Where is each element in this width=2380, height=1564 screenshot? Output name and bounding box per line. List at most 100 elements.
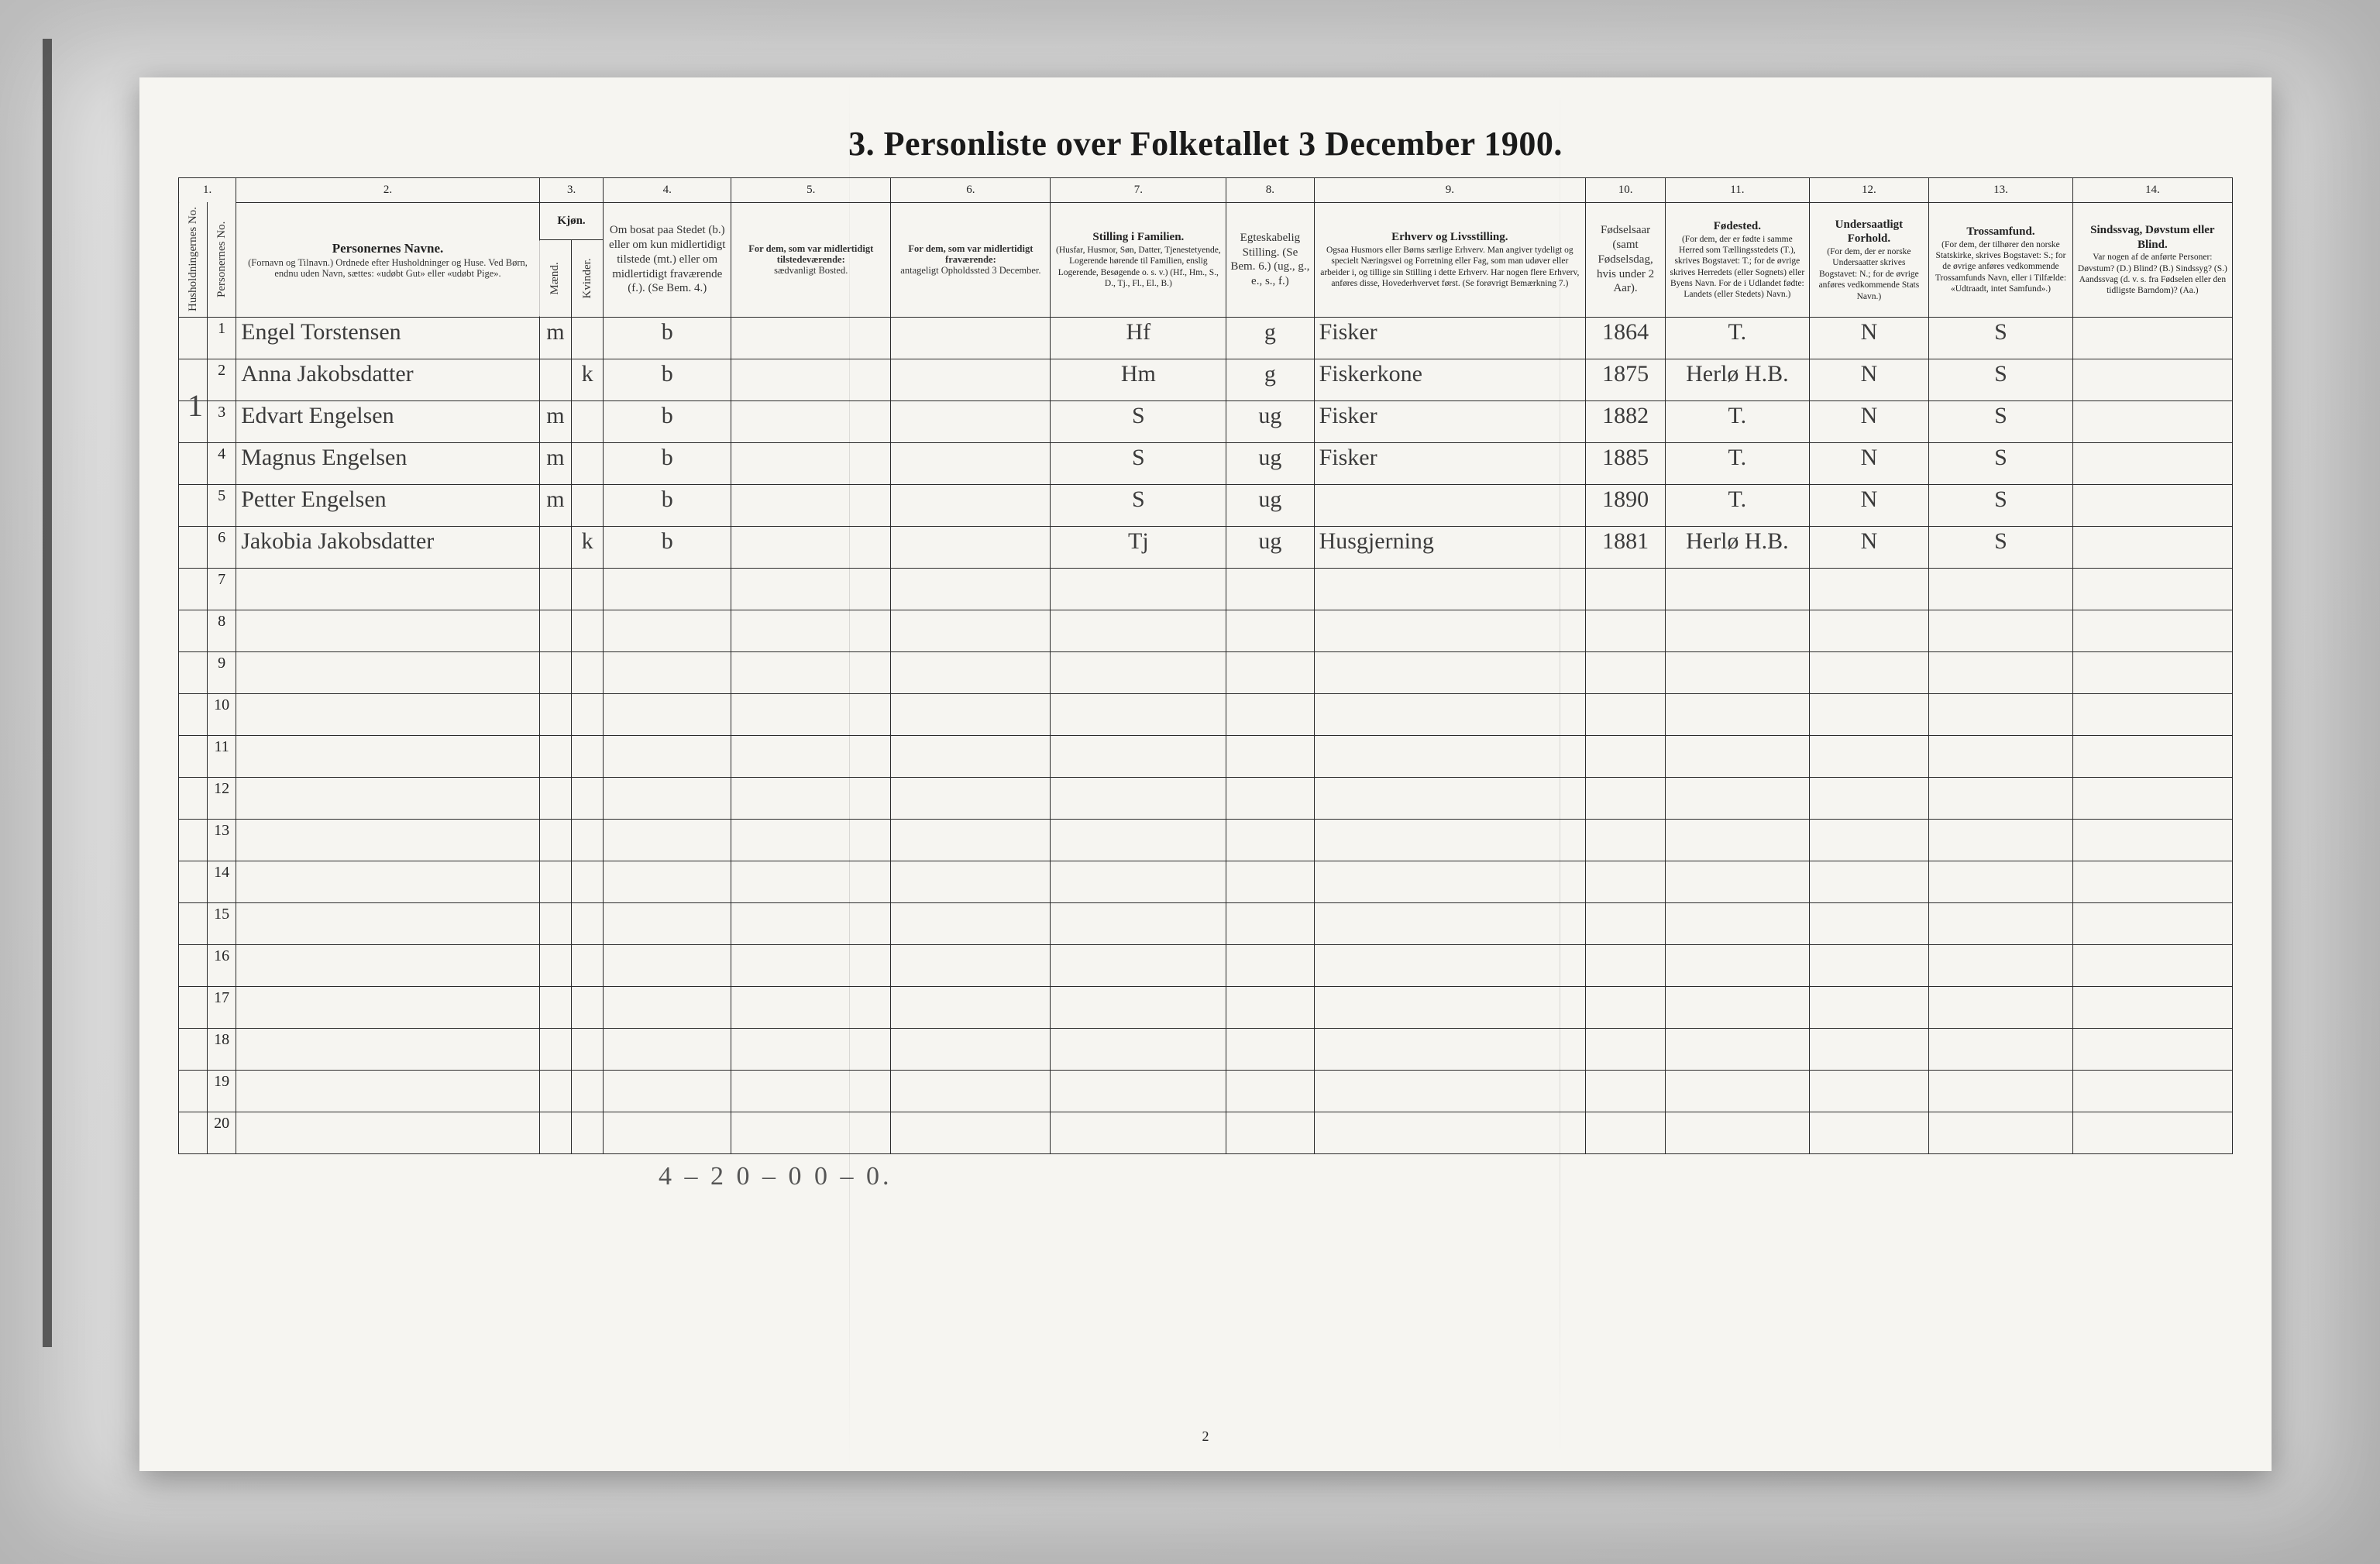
cell-empty bbox=[236, 651, 540, 693]
cell-empty bbox=[1586, 819, 1666, 861]
cell-empty bbox=[1314, 1112, 1585, 1153]
cell-hh bbox=[179, 1112, 208, 1153]
cell-sex-k bbox=[572, 442, 604, 484]
cell-empty bbox=[236, 735, 540, 777]
cell-religion: S bbox=[1929, 317, 2073, 359]
colnum-3: 3. bbox=[539, 178, 603, 203]
cell-empty bbox=[1226, 610, 1314, 651]
cell-sex-k bbox=[572, 400, 604, 442]
cell-empty bbox=[2072, 693, 2232, 735]
cell-empty bbox=[1226, 693, 1314, 735]
fold-line-left bbox=[849, 77, 850, 1471]
cell-empty bbox=[1314, 610, 1585, 651]
cell-empty bbox=[572, 693, 604, 735]
cell-birthyear: 1890 bbox=[1586, 484, 1666, 526]
hdr-family: Stilling i Familien. (Husfar, Husmor, Sø… bbox=[1051, 202, 1226, 317]
cell-empty bbox=[1666, 1028, 1810, 1070]
cell-empty bbox=[236, 1028, 540, 1070]
cell-residence: b bbox=[604, 359, 731, 400]
cell-empty bbox=[1666, 944, 1810, 986]
cell-hh bbox=[179, 944, 208, 986]
cell-empty bbox=[1666, 986, 1810, 1028]
cell-present bbox=[891, 359, 1051, 400]
table-row-empty: 12 bbox=[179, 777, 2233, 819]
table-row: 2Anna JakobsdatterkbHmgFiskerkone1875Her… bbox=[179, 359, 2233, 400]
cell-empty bbox=[604, 777, 731, 819]
cell-empty bbox=[1586, 902, 1666, 944]
cell-marital: g bbox=[1226, 359, 1314, 400]
page-number: 2 bbox=[1202, 1428, 1209, 1445]
cell-empty bbox=[604, 610, 731, 651]
cell-name: Jakobia Jakobsdatter bbox=[236, 526, 540, 568]
table-row-empty: 18 bbox=[179, 1028, 2233, 1070]
cell-empty bbox=[604, 1070, 731, 1112]
cell-sex-m bbox=[539, 526, 571, 568]
hdr-person-no: Personernes No. bbox=[208, 202, 236, 317]
table-row-empty: 15 bbox=[179, 902, 2233, 944]
cell-empty bbox=[1314, 986, 1585, 1028]
hdr-disability-sub: Var nogen af de anførte Personer: Døvstu… bbox=[2076, 252, 2229, 297]
cell-empty bbox=[1314, 693, 1585, 735]
hdr-present: For dem, som var midlertidigt fraværende… bbox=[891, 202, 1051, 317]
cell-empty bbox=[1226, 651, 1314, 693]
cell-family: S bbox=[1051, 442, 1226, 484]
cell-present bbox=[891, 400, 1051, 442]
cell-person-no: 15 bbox=[208, 902, 236, 944]
cell-sex-m bbox=[539, 359, 571, 400]
cell-empty bbox=[731, 651, 891, 693]
cell-empty bbox=[1666, 693, 1810, 735]
cell-empty bbox=[1586, 944, 1666, 986]
cell-empty bbox=[539, 610, 571, 651]
cell-empty bbox=[1809, 777, 1929, 819]
cell-empty bbox=[731, 986, 891, 1028]
cell-empty bbox=[572, 651, 604, 693]
cell-occupation: Fisker bbox=[1314, 317, 1585, 359]
cell-hh bbox=[179, 568, 208, 610]
cell-hh bbox=[179, 526, 208, 568]
cell-name: Engel Torstensen bbox=[236, 317, 540, 359]
cell-empty bbox=[1314, 861, 1585, 902]
cell-residence: b bbox=[604, 400, 731, 442]
colnum-4: 4. bbox=[604, 178, 731, 203]
cell-empty bbox=[891, 986, 1051, 1028]
colnum-7: 7. bbox=[1051, 178, 1226, 203]
cell-marital: ug bbox=[1226, 526, 1314, 568]
cell-empty bbox=[604, 693, 731, 735]
cell-empty bbox=[731, 902, 891, 944]
cell-birthplace: Herlø H.B. bbox=[1666, 526, 1810, 568]
table-row-empty: 8 bbox=[179, 610, 2233, 651]
cell-empty bbox=[1929, 819, 2073, 861]
cell-empty bbox=[1314, 1070, 1585, 1112]
cell-empty bbox=[2072, 861, 2232, 902]
cell-empty bbox=[1051, 944, 1226, 986]
cell-empty bbox=[572, 861, 604, 902]
hdr-birthplace-sub: (For dem, der er fødte i samme Herred so… bbox=[1669, 234, 1806, 301]
cell-empty bbox=[891, 610, 1051, 651]
cell-hh bbox=[179, 610, 208, 651]
cell-empty bbox=[2072, 1028, 2232, 1070]
cell-empty bbox=[731, 610, 891, 651]
cell-empty bbox=[731, 819, 891, 861]
cell-empty bbox=[539, 902, 571, 944]
cell-empty bbox=[1314, 1028, 1585, 1070]
hdr-disability: Sindssvag, Døvstum eller Blind. Var noge… bbox=[2072, 202, 2232, 317]
table-row: 5Petter EngelsenmbSug1890T.NS bbox=[179, 484, 2233, 526]
cell-empty bbox=[572, 1112, 604, 1153]
cell-nationality: N bbox=[1809, 442, 1929, 484]
cell-empty bbox=[236, 944, 540, 986]
cell-empty bbox=[604, 902, 731, 944]
cell-empty bbox=[1586, 693, 1666, 735]
cell-religion: S bbox=[1929, 484, 2073, 526]
cell-hh bbox=[179, 735, 208, 777]
cell-person-no: 2 bbox=[208, 359, 236, 400]
cell-sex-k bbox=[572, 317, 604, 359]
document-paper: 3. Personliste over Folketallet 3 Decemb… bbox=[139, 77, 2272, 1471]
cell-empty bbox=[1929, 693, 2073, 735]
cell-nationality: N bbox=[1809, 400, 1929, 442]
table-row-empty: 9 bbox=[179, 651, 2233, 693]
cell-empty bbox=[1929, 902, 2073, 944]
hdr-sex: Kjøn. bbox=[539, 202, 603, 240]
cell-empty bbox=[572, 735, 604, 777]
cell-disability bbox=[2072, 359, 2232, 400]
cell-empty bbox=[539, 944, 571, 986]
